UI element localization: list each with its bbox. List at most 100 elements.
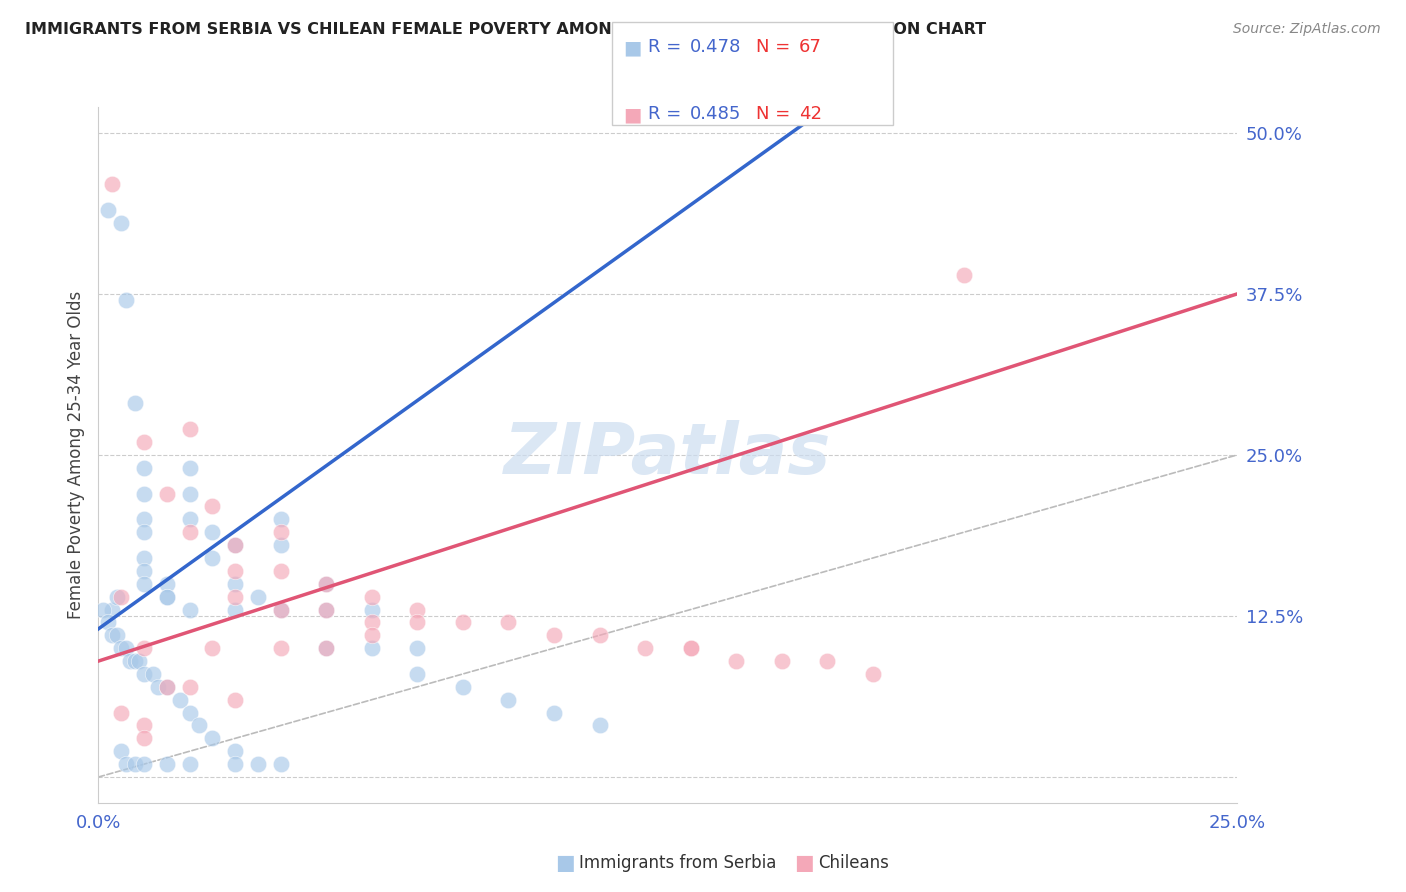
Point — [132, 667, 155, 681]
Point — [360, 641, 382, 656]
Point — [114, 757, 136, 772]
Point — [270, 525, 292, 540]
Point — [179, 525, 201, 540]
Text: 42: 42 — [799, 105, 821, 123]
Text: N =: N = — [756, 38, 796, 56]
Point — [132, 731, 155, 746]
Point — [110, 706, 132, 720]
Point — [156, 590, 179, 604]
Point — [156, 757, 179, 772]
Point — [132, 551, 155, 566]
Text: ■: ■ — [623, 38, 641, 57]
Point — [953, 268, 976, 282]
Point — [105, 628, 128, 642]
Point — [156, 576, 179, 591]
Point — [815, 654, 838, 668]
Point — [110, 744, 132, 758]
Point — [315, 602, 337, 616]
Point — [179, 706, 201, 720]
Point — [201, 525, 224, 540]
Point — [224, 576, 246, 591]
Point — [451, 615, 474, 630]
Point — [132, 460, 155, 475]
Point — [270, 564, 292, 578]
Point — [124, 396, 146, 410]
Point — [246, 757, 269, 772]
Point — [146, 680, 169, 694]
Point — [132, 718, 155, 732]
Point — [498, 615, 520, 630]
Point — [246, 590, 269, 604]
Text: ■: ■ — [623, 105, 641, 124]
Point — [406, 667, 429, 681]
Point — [132, 641, 155, 656]
Text: 0.478: 0.478 — [690, 38, 742, 56]
Point — [201, 500, 224, 514]
Point — [270, 757, 292, 772]
Point — [110, 641, 132, 656]
Point — [124, 654, 146, 668]
Point — [156, 590, 179, 604]
Point — [406, 615, 429, 630]
Point — [224, 564, 246, 578]
Point — [201, 731, 224, 746]
Point — [179, 422, 201, 436]
Point — [315, 576, 337, 591]
Point — [132, 576, 155, 591]
Point — [91, 602, 114, 616]
Point — [156, 680, 179, 694]
Point — [101, 178, 124, 192]
Point — [224, 538, 246, 552]
Point — [114, 641, 136, 656]
Point — [179, 680, 201, 694]
Point — [588, 628, 610, 642]
Point — [270, 641, 292, 656]
Point — [862, 667, 884, 681]
Point — [110, 216, 132, 230]
Point — [132, 757, 155, 772]
Point — [224, 590, 246, 604]
Point — [315, 641, 337, 656]
Point — [201, 551, 224, 566]
Point — [132, 564, 155, 578]
Point — [315, 602, 337, 616]
Point — [270, 512, 292, 526]
Point — [101, 628, 124, 642]
Point — [96, 615, 118, 630]
Point — [543, 628, 565, 642]
Text: ZIPatlas: ZIPatlas — [505, 420, 831, 490]
Text: R =: R = — [648, 105, 688, 123]
Point — [679, 641, 702, 656]
Point — [406, 641, 429, 656]
Point — [543, 706, 565, 720]
Point — [128, 654, 150, 668]
Point — [114, 293, 136, 308]
Point — [360, 590, 382, 604]
Point — [101, 602, 124, 616]
Point — [179, 486, 201, 500]
Point — [179, 602, 201, 616]
Point — [132, 435, 155, 450]
Point — [179, 757, 201, 772]
Point — [270, 538, 292, 552]
Text: Chileans: Chileans — [818, 855, 889, 872]
Point — [406, 602, 429, 616]
Point — [132, 525, 155, 540]
Point — [315, 641, 337, 656]
Point — [120, 654, 142, 668]
Point — [360, 628, 382, 642]
Point — [156, 680, 179, 694]
Text: N =: N = — [756, 105, 796, 123]
Point — [224, 744, 246, 758]
Point — [224, 538, 246, 552]
Point — [451, 680, 474, 694]
Point — [270, 602, 292, 616]
Point — [315, 576, 337, 591]
Point — [270, 602, 292, 616]
Point — [634, 641, 657, 656]
Point — [679, 641, 702, 656]
Point — [132, 486, 155, 500]
Text: ■: ■ — [794, 854, 814, 873]
Point — [124, 757, 146, 772]
Point — [105, 590, 128, 604]
